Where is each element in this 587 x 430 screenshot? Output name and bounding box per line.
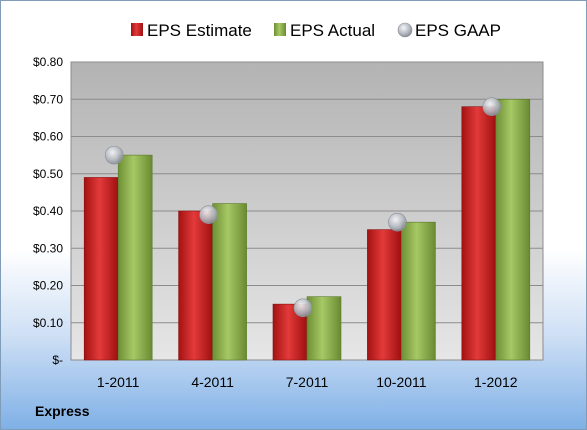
marker-eps-gaap	[293, 298, 313, 318]
marker-eps-gaap	[482, 97, 502, 116]
legend-label: EPS Actual	[290, 21, 375, 40]
legend-swatch	[397, 22, 413, 38]
bar-eps-estimate	[83, 177, 119, 361]
y-tick-label: $0.40	[33, 204, 63, 218]
x-tick-label: 10-2011	[376, 374, 427, 390]
legend-swatch	[274, 23, 286, 36]
legend-label: EPS Estimate	[147, 21, 252, 40]
marker-eps-gaap	[199, 205, 218, 225]
y-tick-label: $0.10	[33, 316, 63, 330]
y-tick-label: $0.60	[33, 130, 63, 144]
bar-eps-actual	[401, 221, 436, 361]
company-label: Express	[35, 403, 90, 419]
y-tick-label: $0.50	[33, 167, 63, 181]
legend-label: EPS GAAP	[415, 21, 501, 40]
x-tick-label: 1-2011	[97, 374, 140, 390]
y-tick-label: $0.20	[33, 279, 63, 293]
y-tick-label: $-	[52, 353, 63, 367]
marker-eps-gaap	[104, 145, 124, 165]
bar-eps-estimate	[367, 229, 402, 361]
x-tick-label: 7-2011	[286, 374, 329, 390]
y-tick-label: $0.70	[33, 92, 63, 106]
legend-swatch	[131, 23, 143, 36]
bar-eps-estimate	[178, 210, 213, 361]
x-tick-label: 4-2011	[191, 374, 234, 390]
bar-eps-actual	[495, 98, 531, 361]
legend: EPS Estimate EPS Actual EPS GAAP	[131, 21, 501, 40]
x-tick-label: 1-2012	[474, 374, 518, 390]
bar-eps-actual	[117, 154, 153, 361]
bar-eps-actual	[306, 296, 342, 361]
marker-eps-gaap	[388, 212, 407, 232]
bar-eps-actual	[212, 203, 247, 361]
y-tick-label: $0.30	[33, 241, 63, 255]
bar-eps-estimate	[461, 106, 497, 361]
y-tick-label: $0.80	[33, 55, 63, 69]
